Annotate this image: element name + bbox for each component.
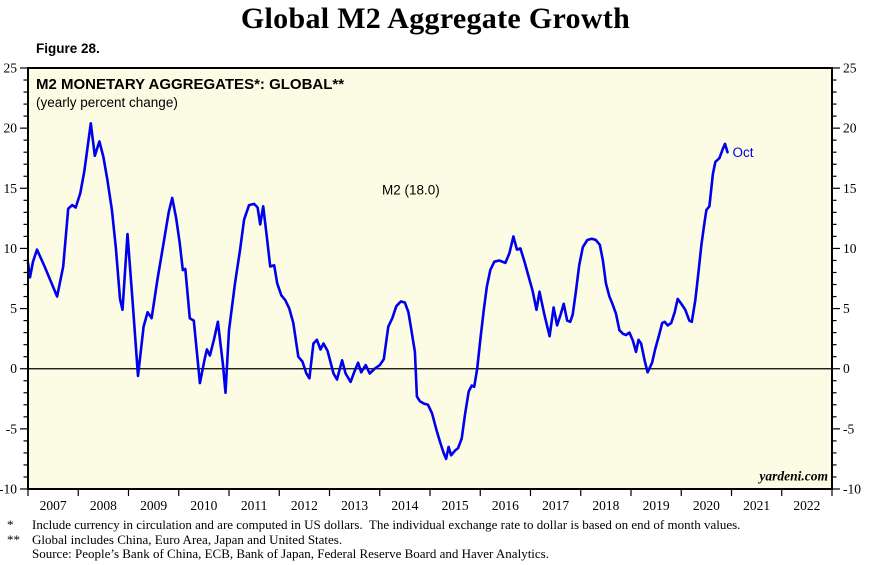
x-axis-year-label: 2011 (241, 498, 268, 513)
x-axis-year-label: 2010 (190, 498, 217, 513)
footnote-marker (7, 547, 32, 562)
x-axis-year-label: 2021 (743, 498, 770, 513)
y-axis-tick-label-right: 15 (843, 181, 857, 196)
y-axis-tick-label-right: 25 (843, 61, 857, 76)
x-axis-year-label: 2008 (90, 498, 117, 513)
page-title: Global M2 Aggregate Growth (240, 2, 631, 35)
footnotes: * Include currency in circulation and ar… (7, 517, 867, 562)
footnote-line-2: ** Global includes China, Euro Area, Jap… (7, 531, 867, 548)
y-axis-tick-label-right: 5 (843, 301, 850, 316)
x-axis-year-label: 2012 (291, 498, 318, 513)
y-axis-tick-label-left: -5 (6, 421, 17, 436)
x-axis-year-label: 2007 (40, 498, 67, 513)
footnote-marker: ** (7, 531, 20, 547)
x-axis-year-label: 2017 (542, 498, 569, 513)
x-axis-year-label: 2014 (391, 498, 418, 513)
figure-label: Figure 28. (36, 41, 100, 56)
chart-header-subtitle: (yearly percent change) (36, 95, 178, 110)
footnote-line-1: * Include currency in circulation and ar… (7, 517, 867, 533)
y-axis-tick-label-left: 10 (4, 241, 18, 256)
plot-background (28, 68, 832, 489)
y-axis-tick-label-left: 15 (4, 181, 18, 196)
x-axis-year-label: 2022 (793, 498, 820, 513)
latest-point-annotation: Oct (733, 145, 754, 160)
m2-line (26, 122, 729, 461)
x-axis-year-label: 2015 (442, 498, 469, 513)
x-axis-year-label: 2016 (492, 498, 519, 513)
x-axis-year-label: 2009 (140, 498, 167, 513)
watermark-text: yardeni.com (757, 469, 828, 484)
y-axis-tick-label-left: 25 (4, 61, 18, 76)
series-value-annotation: M2 (18.0) (382, 182, 440, 197)
y-axis-tick-label-left: 0 (10, 361, 17, 376)
y-axis-tick-label-right: 20 (843, 121, 857, 136)
footnote-text: Global includes China, Euro Area, Japan … (32, 531, 343, 547)
y-axis-tick-label-right: -10 (843, 482, 861, 497)
x-axis-year-label: 2013 (341, 498, 368, 513)
x-axis-year-label: 2019 (643, 498, 670, 513)
x-axis-year-label: 2020 (693, 498, 720, 513)
footnote-marker: * (7, 517, 14, 532)
x-axis-year-label: 2018 (592, 498, 619, 513)
y-axis-tick-label-left: 5 (10, 301, 17, 316)
footnote-line-3: Source: People’s Bank of China, ECB, Ban… (7, 547, 867, 562)
footnote-text: Source: People’s Bank of China, ECB, Ban… (32, 546, 549, 562)
y-axis-tick-label-left: 20 (4, 121, 18, 136)
footnote-text: Include currency in circulation and are … (32, 517, 741, 532)
y-axis-tick-label-left: -10 (0, 482, 17, 497)
chart-header-title: M2 MONETARY AGGREGATES*: GLOBAL** (36, 76, 344, 93)
y-axis-tick-label-right: 10 (843, 241, 857, 256)
y-axis-tick-label-right: 0 (843, 361, 850, 376)
plot-border (27, 67, 833, 490)
y-axis-tick-label-right: -5 (843, 421, 854, 436)
